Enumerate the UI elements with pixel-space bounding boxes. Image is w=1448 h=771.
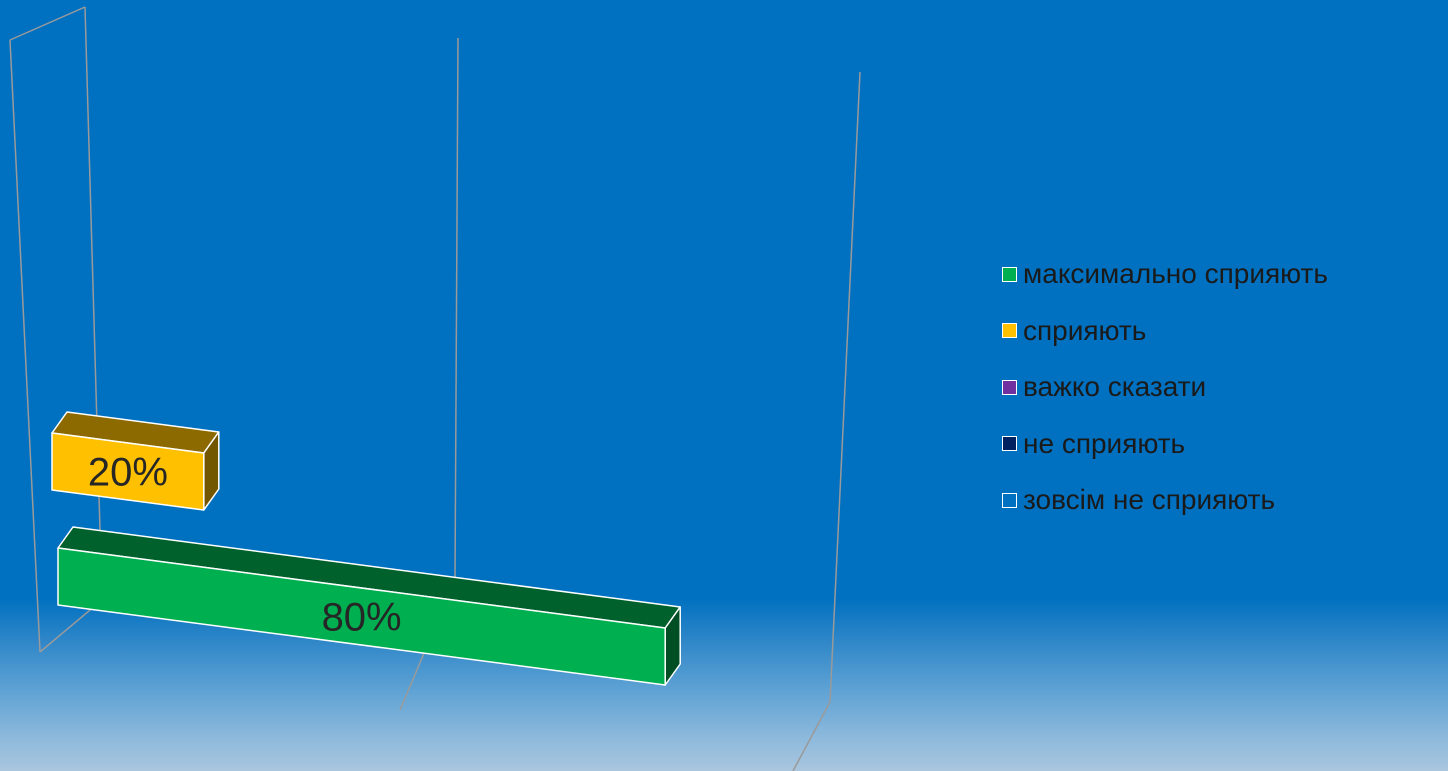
back-wall-top-edge — [9, 6, 86, 41]
bar-front-face — [57, 547, 666, 686]
bar-front-face — [51, 432, 205, 511]
legend-swatch — [1002, 492, 1017, 508]
back-wall-rear-edge — [84, 6, 103, 601]
legend-label: сприяють — [1023, 314, 1147, 346]
legend-swatch — [1002, 323, 1017, 339]
legend: максимально сприяють сприяють важко сказ… — [1002, 246, 1328, 529]
legend-item: максимально сприяють — [1002, 246, 1328, 303]
legend-item: сприяють — [1002, 303, 1328, 360]
legend-swatch — [1002, 379, 1017, 395]
bar-максимально-сприяють: 80% — [57, 526, 681, 686]
legend-label: важко сказати — [1023, 371, 1207, 403]
legend-item: важко сказати — [1002, 359, 1328, 416]
legend-item: не сприяють — [1002, 416, 1328, 473]
gridline-100 — [829, 71, 861, 703]
gridline-50 — [454, 37, 459, 581]
legend-swatch — [1002, 436, 1017, 452]
back-wall-left-edge — [9, 39, 41, 653]
data-label: 80% — [322, 596, 402, 640]
gridline-100-floor — [792, 701, 831, 771]
legend-swatch — [1002, 266, 1017, 282]
legend-label: максимально сприяють — [1023, 258, 1328, 290]
legend-label: зовсім не сприяють — [1023, 484, 1276, 516]
bar-сприяють: 20% — [51, 411, 220, 511]
data-label: 20% — [88, 451, 168, 495]
legend-label: не сприяють — [1023, 427, 1186, 459]
legend-item: зовсім не сприяють — [1002, 472, 1328, 529]
